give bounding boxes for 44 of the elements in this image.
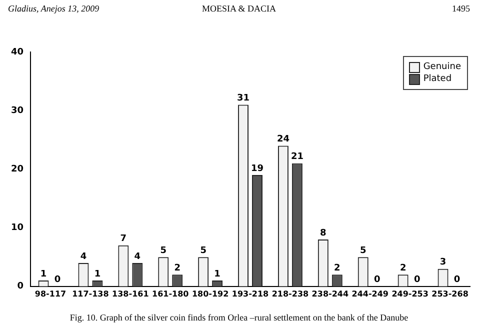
x-tick-label: 161-180 [152,289,190,298]
x-tick-label: 238-244 [312,289,349,298]
data-label: 24 [276,134,290,145]
data-label: 1 [40,269,47,280]
data-label: 0 [454,275,460,286]
x-tick-label: 117-138 [72,289,110,298]
data-label: 2 [400,264,406,274]
y-tick-label: 20 [10,164,24,175]
data-label: 21 [290,152,304,162]
y-tick-label: 40 [10,47,24,58]
data-label: 5 [200,246,206,256]
x-tick-label: 244-249 [352,289,389,298]
data-label: 5 [160,246,166,256]
data-label: 3 [440,258,446,268]
x-tick-label: 138-161 [112,289,150,298]
text: Gladius, Anejos 13, 2009 [8,3,100,14]
data-label: 0 [374,275,380,286]
x-tick-label: 218-238 [272,289,310,298]
data-label: 7 [120,234,127,244]
data-label: 4 [134,252,141,262]
x-tick-label: 249-253 [392,289,428,298]
caption: Fig. 10. Graph of the silver coin finds from Orlea –rural settlement on the bank of the Danube [70,312,408,322]
x-tick-label: 98-117 [34,289,66,298]
data-label: 0 [414,275,420,286]
data-label: 31 [237,94,250,104]
data-label: 4 [80,252,87,262]
data-label: 1 [214,269,220,280]
x-tick-label: 180-192 [192,289,229,298]
data-label: 5 [360,246,366,256]
data-label: 1 [94,269,101,280]
y-tick-label: 0 [17,282,24,292]
text: MOESIA & DACIA [202,3,276,14]
legend-label: Plated [423,74,452,84]
data-label: 2 [334,264,340,274]
x-tick-label: 193-218 [232,289,270,298]
data-label: 2 [174,264,180,274]
legend-label: Genuine [423,62,461,72]
text: 1495 [452,3,470,14]
y-tick-label: 10 [10,223,24,234]
data-label: 19 [250,164,264,174]
x-tick-label: 253-268 [432,289,469,298]
y-tick-label: 30 [10,106,24,116]
data-label: 8 [320,228,326,238]
data-label: 0 [54,275,61,286]
